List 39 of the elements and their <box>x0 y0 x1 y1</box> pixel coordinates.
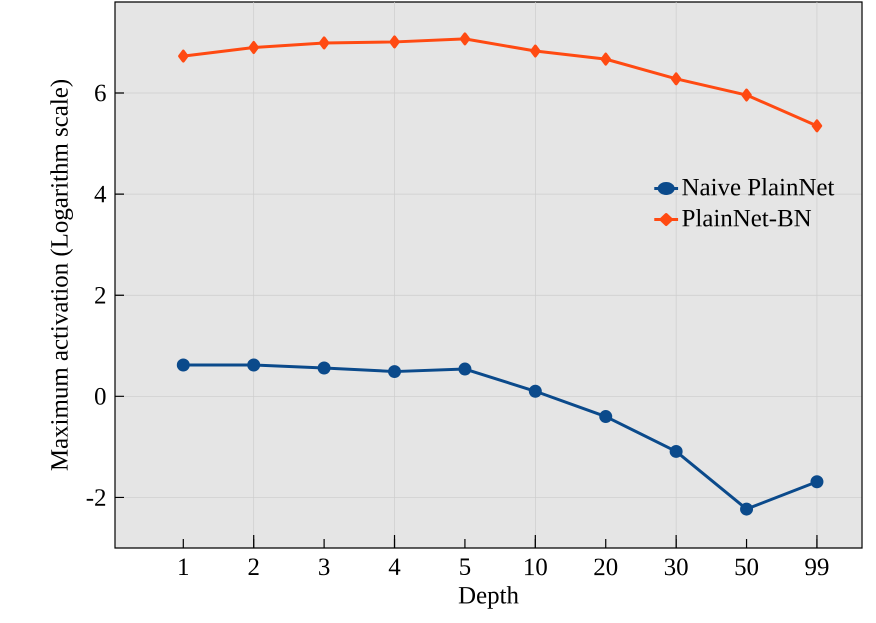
point <box>247 358 260 372</box>
point <box>528 384 542 398</box>
point <box>812 119 822 132</box>
point <box>318 362 331 375</box>
point <box>458 362 472 376</box>
point <box>741 88 752 102</box>
point <box>810 475 824 488</box>
x-tick-label: 99 <box>805 558 828 576</box>
point <box>740 502 754 516</box>
x-tick-label: 20 <box>594 558 618 576</box>
point <box>176 358 190 372</box>
point <box>460 32 470 46</box>
point <box>318 36 330 50</box>
x-tick-label: 3 <box>319 558 330 576</box>
x-tick-label: 5 <box>460 558 470 576</box>
x-axis-title: Depth <box>458 586 519 609</box>
x-tick-label: 1 <box>179 558 188 575</box>
x-tick-label: 50 <box>736 558 758 576</box>
y-tick-label: -2 <box>86 489 106 506</box>
point <box>599 410 612 424</box>
point <box>248 41 259 54</box>
legend-label: PlainNet-BN <box>682 209 812 227</box>
legend-label: Naive PlainNet <box>682 178 834 196</box>
x-tick-label: 30 <box>664 558 688 576</box>
y-tick-label: 0 <box>95 388 106 405</box>
x-tick-label: 10 <box>525 558 547 576</box>
point <box>600 52 611 66</box>
x-tick-label: 2 <box>248 558 259 575</box>
y-tick-label: 4 <box>94 186 106 202</box>
y-axis-title: Maximum activation (Logarithm scale) <box>50 80 73 470</box>
point <box>530 44 541 58</box>
point <box>670 72 682 86</box>
point <box>178 50 189 63</box>
point <box>388 365 402 378</box>
point <box>670 444 683 458</box>
y-tick-label: 2 <box>95 286 106 304</box>
y-tick-label: 6 <box>95 84 106 102</box>
x-tick-label: 4 <box>388 558 400 575</box>
point <box>389 35 400 48</box>
